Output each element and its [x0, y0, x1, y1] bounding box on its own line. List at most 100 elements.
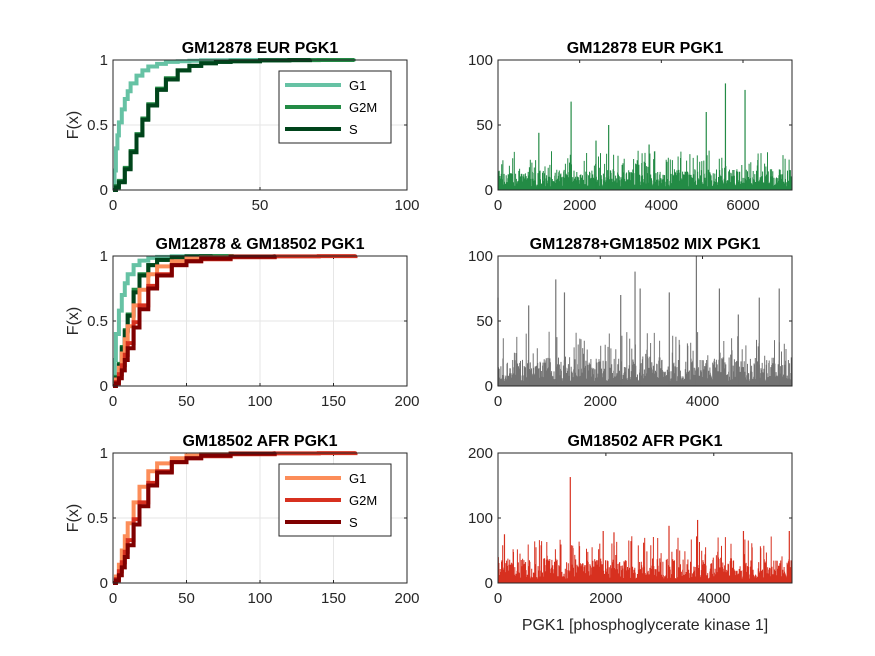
y-tick-label: 0.5: [87, 313, 108, 330]
axes-box: [497, 452, 793, 584]
data-point: [120, 368, 124, 372]
y-tick-label: 0.5: [87, 510, 108, 527]
y-tick-label: 0: [100, 575, 108, 592]
data-point: [120, 565, 124, 570]
data-point: [170, 460, 174, 464]
data-point: [114, 185, 118, 189]
data-point: [170, 456, 174, 460]
series-group: [113, 58, 356, 192]
data-point: [120, 346, 124, 350]
data-point: [146, 64, 150, 69]
x-tick-label: 200: [394, 590, 419, 607]
data-point: [123, 550, 127, 554]
data-point: [137, 504, 142, 508]
hist-eur-panel: 0 2000 4000 6000 0 50 100 GM12878 EUR PGK1: [468, 40, 793, 214]
series-group: [113, 451, 358, 585]
x-tick-label: 2000: [589, 590, 622, 607]
y-axis-label: F(x): [65, 111, 82, 139]
axis-ticks: 0 50 100 150 200 0 0.5 1: [87, 445, 419, 607]
data-point: [146, 286, 150, 291]
data-point: [132, 303, 136, 307]
data-point: [123, 167, 127, 171]
x-tick-label: 100: [247, 393, 272, 410]
data-point: [129, 150, 133, 154]
x-tick-label: 50: [252, 197, 269, 214]
data-point: [126, 538, 130, 542]
data-point: [113, 358, 117, 362]
data-point: [199, 257, 203, 261]
data-point: [155, 264, 159, 268]
x-tick-label: 150: [321, 590, 346, 607]
y-tick-label: 100: [468, 52, 493, 69]
data-point: [113, 168, 117, 173]
data-point: [134, 133, 139, 137]
x-tick-label: 6000: [726, 197, 759, 214]
data-point: [140, 118, 144, 122]
data-point: [120, 351, 124, 356]
axis-ticks: 0 50 100 0 0.5 1: [87, 52, 419, 214]
x-tick-label: 0: [109, 590, 117, 607]
y-tick-label: 0: [485, 575, 493, 592]
data-point: [134, 74, 139, 78]
data-point: [126, 543, 130, 547]
data-point: [117, 376, 121, 380]
data-point: [132, 325, 136, 330]
data-point: [126, 346, 130, 350]
data-point: [114, 578, 118, 583]
data-point: [140, 68, 144, 72]
axis-ticks: 0 2000 4000 0 100 200: [468, 445, 792, 607]
data-point: [126, 521, 130, 525]
x-tick-label: 50: [178, 393, 195, 410]
data-point: [132, 522, 136, 527]
x-axis-label: PGK1 [phosphoglycerate kinase 1]: [522, 617, 768, 634]
data-point: [120, 548, 124, 553]
axes-box: [112, 59, 408, 191]
data-point: [164, 60, 168, 64]
plot-area: [498, 256, 792, 386]
data-point: [146, 263, 150, 267]
data-point: [184, 259, 189, 263]
data-point: [155, 273, 159, 278]
x-tick-label: 0: [494, 393, 502, 410]
data-point: [155, 461, 159, 465]
data-point: [117, 366, 121, 370]
y-tick-label: 0: [485, 378, 493, 395]
data-point: [115, 133, 119, 137]
data-point: [126, 272, 130, 276]
data-point: [132, 517, 136, 521]
data-point: [123, 329, 127, 333]
data-point: [123, 281, 127, 285]
data-point: [132, 500, 136, 504]
histogram-bars: [497, 536, 793, 583]
data-point: [229, 255, 233, 259]
x-tick-label: 4000: [697, 590, 730, 607]
data-point: [176, 68, 180, 72]
y-tick-label: 200: [468, 445, 493, 462]
data-point: [170, 263, 174, 267]
legend-entry: S: [349, 122, 358, 137]
data-point: [137, 500, 142, 504]
data-point: [123, 337, 127, 341]
data-point: [117, 372, 121, 376]
data-point: [120, 107, 124, 111]
ecdf-eur-panel: 0 50 100 0 0.5 1 GM12878 EUR PGK1 F(x) G1 G2M S: [65, 40, 420, 214]
data-point: [114, 381, 118, 385]
chart-title: GM18502 AFR PGK1: [182, 433, 337, 450]
y-tick-label: 100: [468, 510, 493, 527]
data-point: [170, 259, 174, 263]
chart-title: GM18502 AFR PGK1: [567, 433, 722, 450]
y-tick-label: 1: [100, 52, 108, 69]
chart-title: GM12878 EUR PGK1: [182, 40, 339, 57]
data-point: [120, 363, 124, 367]
y-tick-label: 1: [100, 248, 108, 265]
x-tick-label: 100: [247, 590, 272, 607]
data-point: [155, 88, 159, 92]
data-point: [137, 485, 142, 489]
data-point: [155, 470, 159, 475]
chart-title: GM12878+GM18502 MIX PGK1: [530, 236, 761, 253]
y-tick-label: 0: [100, 182, 108, 199]
y-tick-label: 50: [476, 117, 493, 134]
x-tick-label: 0: [494, 197, 502, 214]
data-point: [129, 81, 133, 85]
data-point: [137, 288, 142, 292]
